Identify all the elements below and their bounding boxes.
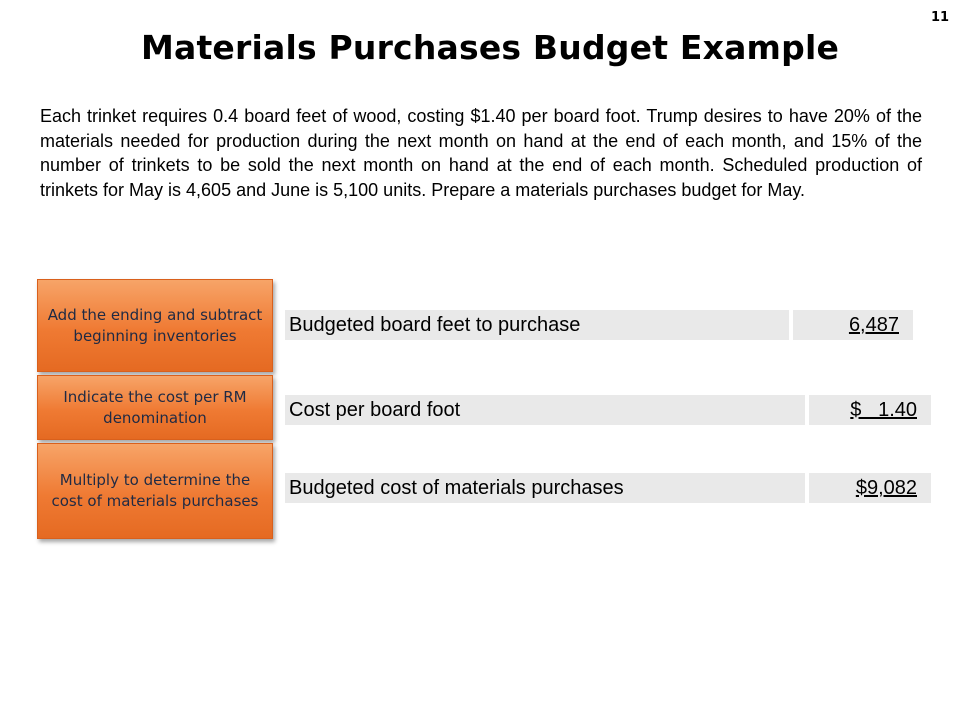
callout-cost-per-unit: Indicate the cost per RM denomination — [37, 375, 273, 440]
callout-text: Add the ending and subtract beginning in… — [47, 305, 263, 345]
row-value: 6,487 — [848, 313, 899, 336]
callout-text: Indicate the cost per RM denomination — [63, 387, 247, 427]
row-value: $ 1.40 — [850, 398, 917, 421]
budget-row-cost-per-foot: Cost per board foot $ 1.40 — [285, 395, 931, 425]
callout-add-ending-inventories: Add the ending and subtract beginning in… — [37, 279, 273, 372]
row-label: Budgeted cost of materials purchases — [289, 476, 624, 499]
row-value: $9,082 — [855, 476, 917, 499]
cell-divider — [805, 473, 809, 503]
cell-divider — [789, 310, 793, 340]
callout-text: Multiply to determine the cost of materi… — [51, 471, 259, 510]
row-label: Cost per board foot — [289, 398, 461, 421]
row-label: Budgeted board feet to purchase — [289, 313, 581, 336]
budget-row-total-cost: Budgeted cost of materials purchases $9,… — [285, 473, 931, 503]
cell-divider — [805, 395, 809, 425]
problem-statement: Each trinket requires 0.4 board feet of … — [40, 106, 922, 200]
slide-number: 11 — [930, 10, 950, 25]
callout-multiply-cost: Multiply to determine the cost of materi… — [37, 443, 273, 539]
slide-title: Materials Purchases Budget Example — [140, 28, 840, 67]
budget-row-board-feet: Budgeted board feet to purchase 6,487 — [285, 310, 913, 340]
